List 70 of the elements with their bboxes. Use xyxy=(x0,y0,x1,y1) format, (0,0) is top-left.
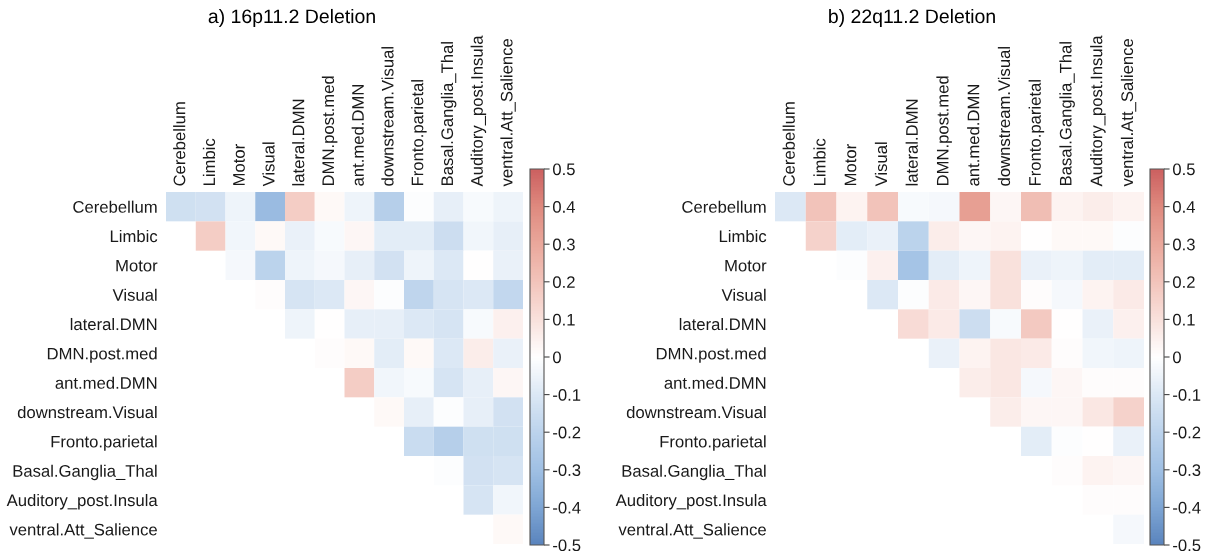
x-tick-label: Basal.Ganglia_Thal xyxy=(440,42,457,186)
x-tick-label: ant.med.DMN xyxy=(967,85,980,186)
y-tick-label: Auditory_post.Insula xyxy=(6,493,158,510)
color-bar-label: -0.1 xyxy=(553,389,581,401)
y-tick-label: lateral.DMN xyxy=(679,317,766,331)
y-tick-label: ventral.Att_Salience xyxy=(618,523,766,539)
y-tick-label: Visual xyxy=(721,288,766,301)
color-bar-label: 0.2 xyxy=(552,276,575,288)
y-tick-label: Limbic xyxy=(719,229,767,243)
x-tick-label: Motor xyxy=(844,144,857,186)
x-tick-label: ventral.Att_Salience xyxy=(1120,38,1137,187)
color-bar-label: 0.4 xyxy=(552,201,576,213)
y-tick-label: Auditory_post.Insula xyxy=(615,493,767,510)
x-tick-label: ventral.Att_Salience xyxy=(500,38,516,187)
y-tick-label: Fronto.parietal xyxy=(660,435,766,451)
color-bar-label: 0.5 xyxy=(552,163,575,176)
color-bar-label: -0.3 xyxy=(553,464,581,476)
x-tick-label: lateral.DMN xyxy=(905,99,918,186)
y-tick-label: Basal.Ganglia_Thal xyxy=(13,464,157,481)
color-bar-label: -0.4 xyxy=(1173,501,1201,514)
y-tick-label: ant.med.DMN xyxy=(55,376,157,389)
x-tick-label: Auditory_post.Insula xyxy=(1090,35,1106,187)
color-bar-label: 0.1 xyxy=(1172,313,1195,326)
color-bar-label: 0.3 xyxy=(1172,238,1195,251)
color-bar-label: 0 xyxy=(552,351,561,364)
color-bar-label: 0.1 xyxy=(552,313,575,326)
color-bar-label: -0.4 xyxy=(553,501,581,514)
x-tick-label: Visual xyxy=(262,142,275,187)
x-tick-label: downstream.Visual xyxy=(997,47,1011,186)
color-bar-label: 0.3 xyxy=(552,238,575,251)
color-bar-label: -0.5 xyxy=(1173,539,1201,551)
y-tick-label: Fronto.parietal xyxy=(51,435,157,451)
color-bar-label: -0.5 xyxy=(553,539,581,551)
x-tick-label: Fronto.parietal xyxy=(411,80,427,186)
y-tick-label: ventral.Att_Salience xyxy=(9,523,157,539)
x-tick-label: Visual xyxy=(874,142,888,187)
x-tick-label: Limbic xyxy=(202,138,216,186)
y-tick-label: downstream.Visual xyxy=(17,405,157,419)
chart-title: b) 22q11.2 Deletion xyxy=(829,8,995,28)
x-tick-label: ant.med.DMN xyxy=(351,85,364,186)
y-tick-label: DMN.post.med xyxy=(656,347,766,363)
color-bar-label: 0.4 xyxy=(1172,201,1196,213)
y-tick-label: Motor xyxy=(116,259,158,272)
y-tick-label: Limbic xyxy=(110,229,158,243)
x-tick-label: Auditory_post.Insula xyxy=(470,35,487,187)
chart-title: a) 16p11.2 Deletion xyxy=(208,8,375,28)
color-bar-label: -0.2 xyxy=(553,426,581,439)
x-tick-label: lateral.DMN xyxy=(292,99,305,186)
color-bar-label: -0.3 xyxy=(1173,464,1201,476)
color-bar-label: 0 xyxy=(1172,351,1181,364)
color-bar-label: -0.2 xyxy=(1173,426,1201,439)
x-tick-label: downstream.Visual xyxy=(381,47,394,186)
color-bar-label: -0.1 xyxy=(1173,389,1201,401)
x-tick-label: Fronto.parietal xyxy=(1028,80,1045,186)
y-tick-label: Visual xyxy=(112,288,157,301)
x-tick-label: DMN.post.med xyxy=(321,76,338,186)
y-tick-label: downstream.Visual xyxy=(626,405,766,419)
x-tick-label: Motor xyxy=(233,144,245,186)
x-tick-label: DMN.post.med xyxy=(936,76,952,186)
y-tick-label: Motor xyxy=(725,259,767,272)
x-tick-label: Basal.Ganglia_Thal xyxy=(1059,42,1075,186)
y-tick-label: Basal.Ganglia_Thal xyxy=(622,464,766,481)
color-bar-label: 0.2 xyxy=(1172,276,1195,288)
x-tick-label: Limbic xyxy=(813,138,826,186)
y-tick-label: lateral.DMN xyxy=(70,317,157,331)
y-tick-label: DMN.post.med xyxy=(47,347,157,363)
color-bar-label: 0.5 xyxy=(1172,163,1195,176)
y-tick-label: Cerebellum xyxy=(682,200,766,213)
y-tick-label: Cerebellum xyxy=(73,200,157,213)
y-tick-label: ant.med.DMN xyxy=(664,376,766,389)
